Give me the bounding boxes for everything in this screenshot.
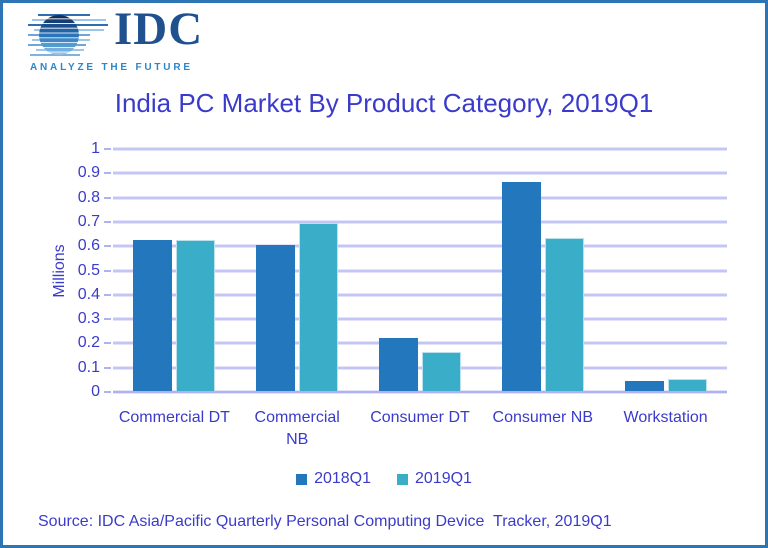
bar-2018q1-commercial-dt: [133, 240, 173, 391]
gridline: [113, 318, 727, 321]
y-axis-tick-label: 0.7: [77, 212, 100, 230]
bar-2019q1-consumer-dt: [422, 352, 461, 391]
y-axis-tick-label: 0.9: [77, 164, 100, 182]
y-axis-tick-labels: 1 0.9 0.8 0.7 0.6 0.5 0.4 0.3 0.2 0.1 0: [0, 140, 100, 400]
gridline: [113, 366, 727, 369]
legend: 2018Q1 2019Q1: [0, 470, 768, 488]
idc-logo: IDC ANALYZE THE FUTURE: [28, 3, 228, 73]
y-axis-tick-mark: [104, 148, 111, 150]
x-axis-label-consumer-dt: Consumer DT: [350, 407, 490, 429]
y-axis-tick-mark: [104, 366, 111, 369]
x-axis-label-workstation: Workstation: [596, 407, 736, 429]
y-axis-tick-label: 0.3: [77, 310, 100, 328]
bar-2019q1-workstation: [667, 378, 707, 391]
legend-swatch-2019q1: [397, 473, 408, 485]
y-axis-tick-label: 0.1: [77, 358, 100, 376]
x-axis-label-line: NB: [286, 431, 309, 448]
y-axis-tick-mark: [104, 342, 111, 345]
gridline: [113, 172, 727, 175]
x-axis-line: [113, 391, 727, 393]
x-axis-label-line: Commercial DT: [118, 409, 230, 426]
x-axis-label-line: Consumer NB: [492, 409, 594, 426]
idc-globe-icon: [28, 14, 108, 56]
bar-2019q1-consumer-nb: [544, 237, 584, 391]
y-axis-tick-mark: [104, 196, 111, 199]
x-axis-label-commercial-dt: Commercial DT: [104, 407, 244, 429]
plot-area: [104, 148, 727, 393]
gridline: [113, 269, 727, 272]
x-axis-label-line: Commercial: [254, 409, 340, 426]
y-axis-tick-mark: [104, 293, 111, 296]
y-axis-tick-label: 0.5: [77, 261, 100, 279]
y-axis-tick-label: 1: [91, 140, 100, 157]
idc-logo-tagline: ANALYZE THE FUTURE: [30, 62, 193, 73]
bar-group-workstation: [624, 148, 707, 391]
idc-logo-text: IDC: [114, 3, 204, 55]
bar-group-commercial-dt: [133, 148, 216, 391]
x-axis-label-commercial-nb: Commercial NB: [227, 407, 367, 451]
y-axis-tick-mark: [104, 172, 111, 175]
x-axis-label-line: Consumer DT: [370, 409, 470, 426]
bar-2018q1-commercial-nb: [256, 245, 296, 391]
bar-group-consumer-dt: [379, 148, 461, 391]
legend-item-2018q1: 2018Q1: [296, 470, 371, 488]
bar-2019q1-commercial-dt: [176, 240, 216, 391]
y-axis-tick-label: 0.4: [77, 285, 100, 303]
y-axis-tick-label: 0.2: [77, 334, 100, 352]
legend-label: 2018Q1: [314, 470, 371, 487]
x-axis-labels: Commercial DT Commercial NB Consumer DT Cons…: [0, 407, 768, 453]
bar-2018q1-consumer-nb: [501, 182, 541, 391]
bar-2018q1-consumer-dt: [379, 337, 418, 391]
x-axis-label-consumer-nb: Consumer NB: [473, 407, 613, 429]
y-axis-tick-mark: [104, 245, 111, 248]
legend-item-2019q1: 2019Q1: [397, 470, 472, 488]
bar-group-consumer-nb: [501, 148, 584, 391]
y-axis-tick-label: 0.6: [77, 237, 100, 255]
gridline: [113, 293, 727, 296]
gridline: [113, 220, 727, 223]
gridline: [113, 148, 727, 150]
bar-2018q1-workstation: [624, 381, 664, 391]
legend-swatch-2018q1: [296, 473, 308, 485]
y-axis-tick-label: 0.8: [77, 188, 100, 206]
legend-label: 2019Q1: [415, 470, 472, 487]
y-axis-tick-label: 0: [91, 383, 100, 400]
chart-title: India PC Market By Product Category, 201…: [114, 88, 654, 118]
y-axis-tick-mark: [104, 391, 111, 393]
x-axis-label-line: Workstation: [623, 409, 708, 426]
gridline: [113, 196, 727, 199]
gridline: [113, 245, 727, 248]
gridline: [113, 342, 727, 345]
y-axis-tick-mark: [104, 220, 111, 223]
y-axis-tick-mark: [104, 269, 111, 272]
bar-2019q1-commercial-nb: [299, 223, 339, 391]
source-note: Source: IDC Asia/Pacific Quarterly Perso…: [38, 513, 612, 530]
bar-group-commercial-nb: [256, 148, 339, 391]
y-axis-tick-mark: [104, 318, 111, 321]
